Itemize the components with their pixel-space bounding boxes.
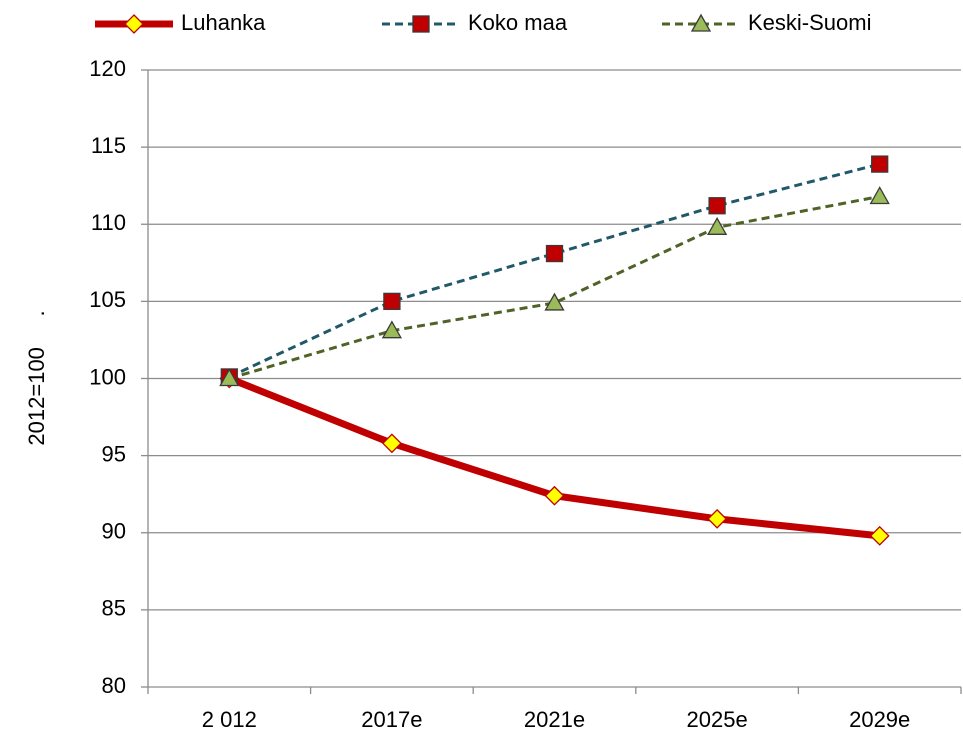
data-point bbox=[383, 292, 401, 311]
data-point bbox=[871, 155, 889, 173]
y-tick-label: 105 bbox=[89, 287, 126, 312]
legend-marker bbox=[412, 15, 430, 33]
y-axis-label: 2012=100 . bbox=[24, 310, 49, 445]
x-tick-label: 2029e bbox=[849, 707, 910, 732]
data-point bbox=[544, 292, 565, 311]
legend-label: Koko maa bbox=[468, 10, 568, 35]
legend-marker bbox=[690, 13, 712, 32]
y-tick-label: 120 bbox=[89, 56, 126, 81]
y-tick-label: 90 bbox=[102, 519, 126, 544]
y-tick-label: 95 bbox=[102, 441, 126, 466]
y-tick-label: 110 bbox=[91, 210, 126, 235]
legend-marker bbox=[124, 14, 144, 34]
series-line bbox=[228, 375, 881, 540]
data-point bbox=[545, 244, 564, 263]
series-line bbox=[228, 162, 881, 379]
data-point bbox=[706, 217, 728, 235]
x-tick-label: 2025e bbox=[687, 707, 748, 732]
x-tick-label: 2 012 bbox=[202, 707, 257, 732]
y-tick-label: 115 bbox=[91, 133, 126, 158]
y-tick-label: 85 bbox=[102, 596, 126, 621]
x-tick-label: 2017e bbox=[361, 707, 422, 732]
legend-label: Keski-Suomi bbox=[748, 10, 871, 35]
data-point bbox=[708, 197, 726, 215]
data-point bbox=[707, 508, 728, 529]
data-point bbox=[869, 186, 890, 205]
data-point bbox=[381, 433, 402, 454]
data-point bbox=[869, 525, 890, 546]
y-tick-label: 100 bbox=[89, 364, 126, 389]
legend-label: Luhanka bbox=[181, 10, 266, 35]
data-point bbox=[381, 320, 403, 339]
data-point bbox=[219, 368, 240, 387]
data-point bbox=[544, 485, 565, 506]
y-tick-label: 80 bbox=[102, 673, 126, 698]
x-tick-label: 2021e bbox=[524, 707, 585, 732]
